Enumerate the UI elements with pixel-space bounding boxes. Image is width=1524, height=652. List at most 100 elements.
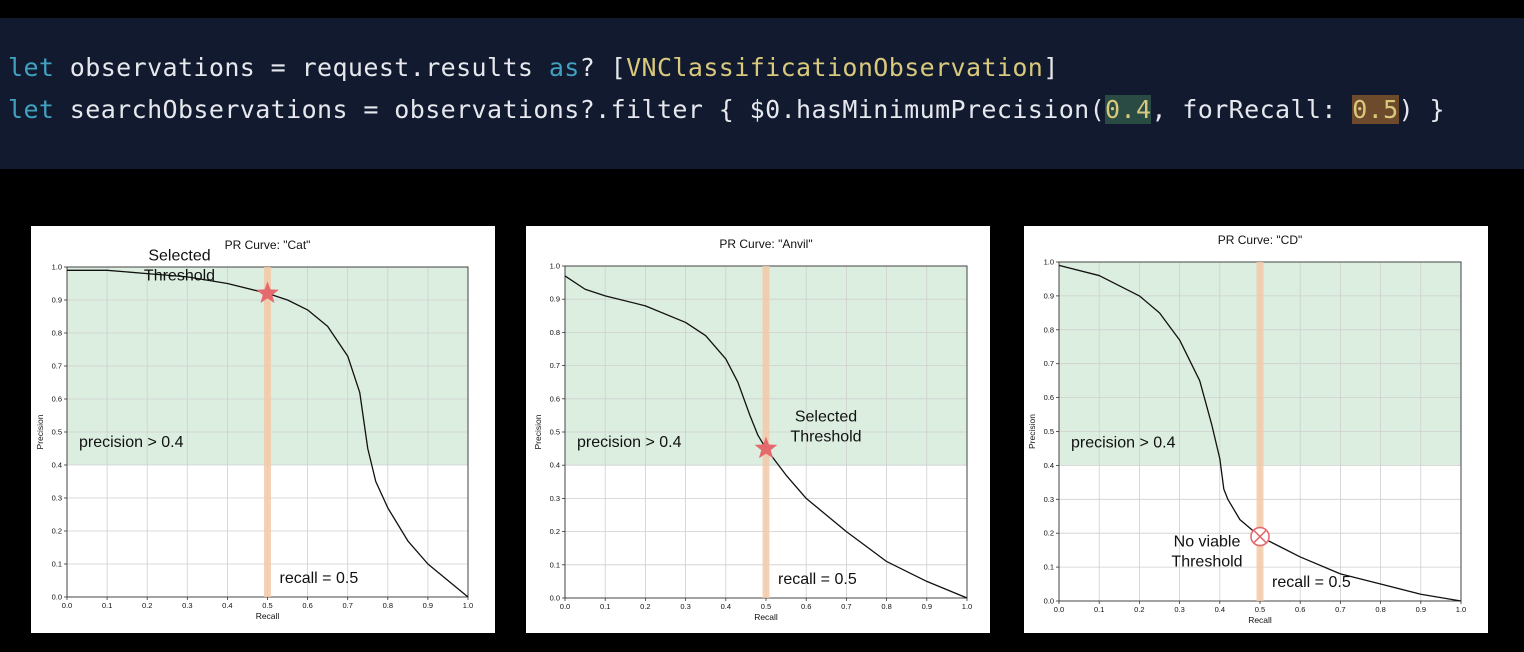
marker-label-line1: Selected [148, 247, 210, 264]
code-text: ] [1043, 53, 1059, 82]
code-text: observations = request.results [54, 53, 549, 82]
code-line-2: let searchObservations = observations?.f… [8, 95, 1445, 124]
code-text: , forRecall: [1151, 95, 1353, 124]
precision-region-label: precision > 0.4 [79, 434, 184, 451]
x-tick-label: 0.5 [761, 602, 771, 611]
recall-label: recall = 0.5 [778, 571, 857, 588]
x-tick-label: 0.9 [922, 602, 932, 611]
y-tick-label: 0.2 [1044, 529, 1054, 538]
x-tick-label: 0.0 [62, 601, 72, 610]
y-tick-label: 0.4 [1044, 461, 1054, 470]
y-tick-label: 0.8 [52, 329, 62, 338]
x-tick-label: 0.7 [841, 602, 851, 611]
y-tick-label: 0.5 [52, 428, 62, 437]
x-axis-label: Recall [1248, 615, 1272, 625]
chart-card-cd: PR Curve: "CD" 0.0 0.1 0.2 0.3 0.4 0.5 0.6 0.7 0.… [1024, 226, 1488, 633]
marker-label-line2: Threshold [790, 429, 861, 446]
y-tick-label: 0.7 [550, 361, 560, 370]
x-tick-label: 0.2 [142, 601, 152, 610]
chart-title: PR Curve: "Cat" [225, 238, 311, 252]
y-tick-label: 0.4 [550, 461, 560, 470]
recall-label: recall = 0.5 [280, 570, 359, 587]
chart-title: PR Curve: "Anvil" [719, 237, 812, 251]
y-tick-label: 1.0 [1044, 258, 1054, 267]
x-tick-label: 0.3 [182, 601, 192, 610]
y-tick-label: 0.9 [52, 296, 62, 305]
pr-chart-cd: PR Curve: "CD" 0.0 0.1 0.2 0.3 0.4 0.5 0.6 0.7 0.… [1027, 233, 1466, 625]
code-keyword: let [8, 95, 55, 124]
chart-card-anvil: PR Curve: "Anvil" 0.0 0.1 0.2 0.3 0.4 0.5 0.6 0.… [526, 226, 990, 633]
precision-value-highlight: 0.4 [1105, 95, 1152, 124]
recall-label: recall = 0.5 [1272, 574, 1351, 591]
y-tick-label: 0.4 [52, 461, 62, 470]
x-tick-label: 0.0 [560, 602, 570, 611]
x-tick-label: 0.9 [1416, 605, 1426, 614]
code-text: ) } [1398, 95, 1445, 124]
y-tick-label: 0.7 [52, 362, 62, 371]
x-tick-label: 0.8 [383, 601, 393, 610]
x-tick-label: 0.2 [640, 602, 650, 611]
x-tick-label: 0.9 [423, 601, 433, 610]
y-tick-label: 0.9 [1044, 291, 1054, 300]
y-tick-label: 0.0 [52, 593, 62, 602]
no-threshold-cross [1253, 530, 1267, 544]
y-tick-label: 0.8 [1044, 325, 1054, 334]
code-text: searchObservations = observations?.filte… [54, 95, 1106, 124]
y-tick-label: 0.9 [550, 295, 560, 304]
y-tick-label: 0.2 [52, 527, 62, 536]
y-tick-label: 0.1 [550, 560, 560, 569]
y-tick-label: 0.2 [550, 527, 560, 536]
x-tick-label: 0.8 [1375, 605, 1385, 614]
y-tick-label: 1.0 [550, 262, 560, 271]
x-tick-label: 0.4 [721, 602, 731, 611]
x-tick-label: 0.7 [342, 601, 352, 610]
recall-value-highlight: 0.5 [1352, 95, 1399, 124]
recall-band [264, 267, 271, 597]
x-tick-label: 1.0 [1456, 605, 1466, 614]
marker-label-line1: No viable [1174, 534, 1241, 551]
threshold-star-marker [256, 281, 279, 304]
pr-chart-anvil: PR Curve: "Anvil" 0.0 0.1 0.2 0.3 0.4 0.5 0.6 0.… [533, 237, 972, 622]
x-tick-label: 0.1 [102, 601, 112, 610]
x-tick-label: 0.5 [1255, 605, 1265, 614]
y-tick-label: 1.0 [52, 263, 62, 272]
code-panel: let observations = request.results as? [… [0, 18, 1524, 169]
x-tick-label: 0.0 [1054, 605, 1064, 614]
marker-label-line1: Selected [795, 409, 857, 426]
x-tick-label: 0.3 [680, 602, 690, 611]
y-tick-label: 0.5 [1044, 427, 1054, 436]
x-tick-label: 0.4 [1215, 605, 1225, 614]
pr-curve-line [564, 275, 968, 599]
code-type: VNClassificationObservation [626, 53, 1044, 82]
pr-chart-cat: PR Curve: "Cat" 0.0 0.1 0.2 0.3 0.4 0.5 0.6 0.7 0… [35, 238, 473, 621]
x-tick-label: 1.0 [463, 601, 473, 610]
code-text: ? [ [579, 53, 627, 82]
x-tick-label: 0.6 [1295, 605, 1305, 614]
x-tick-label: 0.8 [881, 602, 891, 611]
recall-band [762, 266, 770, 598]
x-tick-label: 0.1 [600, 602, 610, 611]
y-tick-label: 0.6 [550, 394, 560, 403]
code-keyword: let [8, 53, 55, 82]
y-axis-label: Precision [533, 414, 543, 449]
y-tick-label: 0.6 [1044, 393, 1054, 402]
y-tick-label: 0.1 [1044, 563, 1054, 572]
x-axis-label: Recall [256, 611, 280, 621]
code-line-1: let observations = request.results as? [… [8, 53, 1059, 82]
x-axis-label: Recall [754, 612, 778, 622]
x-tick-label: 0.6 [302, 601, 312, 610]
y-tick-label: 0.0 [1044, 597, 1054, 606]
x-tick-label: 0.4 [222, 601, 232, 610]
x-tick-label: 0.7 [1335, 605, 1345, 614]
y-tick-label: 0.5 [550, 428, 560, 437]
y-tick-label: 0.7 [1044, 359, 1054, 368]
x-tick-label: 0.5 [262, 601, 272, 610]
threshold-star-marker [754, 436, 778, 459]
y-tick-label: 0.1 [52, 560, 62, 569]
x-tick-label: 0.2 [1134, 605, 1144, 614]
y-axis-label: Precision [1027, 414, 1037, 449]
y-tick-label: 0.0 [550, 594, 560, 603]
chart-title: PR Curve: "CD" [1218, 233, 1303, 247]
y-tick-label: 0.6 [52, 395, 62, 404]
y-tick-label: 0.3 [550, 494, 560, 503]
